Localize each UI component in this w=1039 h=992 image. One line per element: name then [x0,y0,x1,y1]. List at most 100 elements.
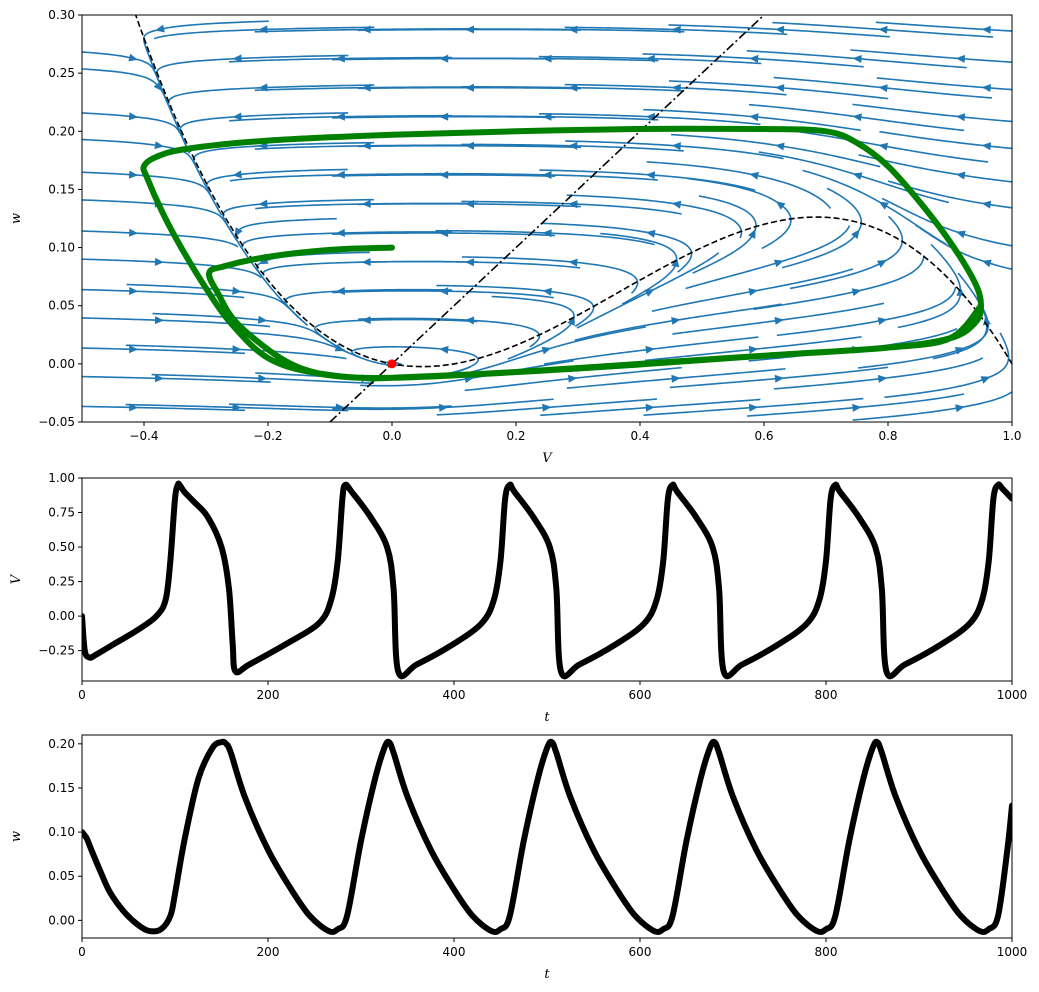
streamline-arrow [232,54,242,63]
x-tick-label: 400 [443,945,466,959]
streamline-arrow [154,316,164,325]
streamline [875,21,1012,32]
x-tick-label: 0.8 [878,429,897,443]
streamline-arrow [748,288,759,296]
streamline-arrow [749,54,759,63]
streamline [82,112,191,154]
y-tick-label: 0.15 [48,781,75,795]
streamline-arrow [335,228,345,237]
streamline-arrow [774,259,784,268]
x-tick-label: 1000 [997,688,1028,702]
streamline-arrow [671,142,681,151]
phase-plot-area [82,15,1012,422]
y-axis-label: V [9,573,24,584]
streamline-arrow [232,286,242,295]
x-tick-label: 0.6 [754,429,773,443]
streamline-arrow [955,54,966,63]
streamline [850,49,1012,63]
v-nullcline [134,15,1012,368]
streamline-arrow [542,171,552,179]
streamline-arrow [955,113,966,122]
fixed-point [387,359,397,369]
streamline-arrow [232,403,242,412]
streamline-arrow [154,141,164,150]
x-tick-label: −0.4 [129,429,158,443]
y-tick-label: 0.05 [48,869,75,883]
streamline-arrow [465,83,474,92]
streamline-arrow [956,230,966,239]
streamline-arrow [775,201,786,210]
streamline [82,51,169,104]
streamline-arrow [981,84,991,92]
streamline-arrow [465,258,475,267]
streamline-arrow [955,404,965,413]
y-tick-label: 0.25 [48,575,75,589]
streamline-arrow [748,403,759,412]
x-tick-label: 0 [78,945,86,959]
y-tick-label: 0.05 [48,299,75,313]
streamline [82,230,239,248]
streamline [879,130,1012,150]
streamline-arrow [335,170,345,179]
streamline-arrow [129,287,139,295]
y-tick-label: 0.30 [48,8,75,22]
y-tick-label: 0.00 [48,913,75,927]
streamline-arrow [877,260,887,268]
streamline-arrow [232,170,242,179]
y-tick-label: 0.00 [48,357,75,371]
streamline-arrow [749,113,759,122]
streamline-arrow [568,83,578,92]
streamline [685,225,851,290]
x-tick-label: 600 [629,945,652,959]
streamline-arrow [542,287,552,296]
x-tick-label: 400 [443,688,466,702]
streamline-arrow [774,374,784,383]
streamline [668,80,889,100]
y-tick-label: 0.25 [48,66,75,80]
y-tick-label: 0.50 [48,540,75,554]
streamline [687,177,792,250]
x-tick-label: 0.4 [630,429,649,443]
streamline-arrow [232,345,242,354]
streamline-arrow [852,403,862,412]
streamline [82,138,207,188]
y-tick-label: −0.25 [38,644,75,658]
y-tick-label: 0.10 [48,241,75,255]
x-tick-label: 200 [257,945,280,959]
streamline-arrow [775,84,785,92]
streamline-arrow [748,229,756,239]
streamline-arrow [749,171,759,180]
streamline-arrow [258,199,268,208]
streamline [646,161,832,209]
streamline-arrow [671,374,681,383]
streamline-arrow [851,229,860,239]
trajectory [140,125,984,382]
y-tick-label: 0.00 [48,609,75,623]
streamline-arrow [129,345,139,354]
streamline [284,288,452,322]
streamline-arrow [154,374,164,383]
voltage-plot-area [82,480,1012,680]
streamline-arrow [542,112,552,121]
streamline-arrow [981,25,991,34]
recovery-plot-area [82,738,1012,936]
streamline-arrow [128,53,138,62]
streamline-arrow [851,288,862,297]
streamline-arrow [258,374,268,383]
streamline [82,347,245,355]
phase-plane-panel: −0.4 −0.2 0.0 0.2 0.4 0.6 0.8 1.0 −0.05 0.00 0.05 0… [9,8,1022,466]
streamline-arrow [644,289,655,297]
streamline-arrow [128,112,139,121]
streamline-arrow [980,376,991,384]
y-tick-label: 0.75 [48,506,75,520]
streamline-arrow [981,142,992,151]
streamline-arrow [878,142,888,151]
streamline [876,77,1012,91]
streamline-arrow [567,374,578,383]
x-tick-label: 0 [78,688,86,702]
streamline-arrow [361,316,371,325]
streamline-arrow [671,25,681,34]
y-axis-label: w [9,213,24,224]
streamline-arrow [541,346,552,355]
streamline-arrow [877,317,888,325]
